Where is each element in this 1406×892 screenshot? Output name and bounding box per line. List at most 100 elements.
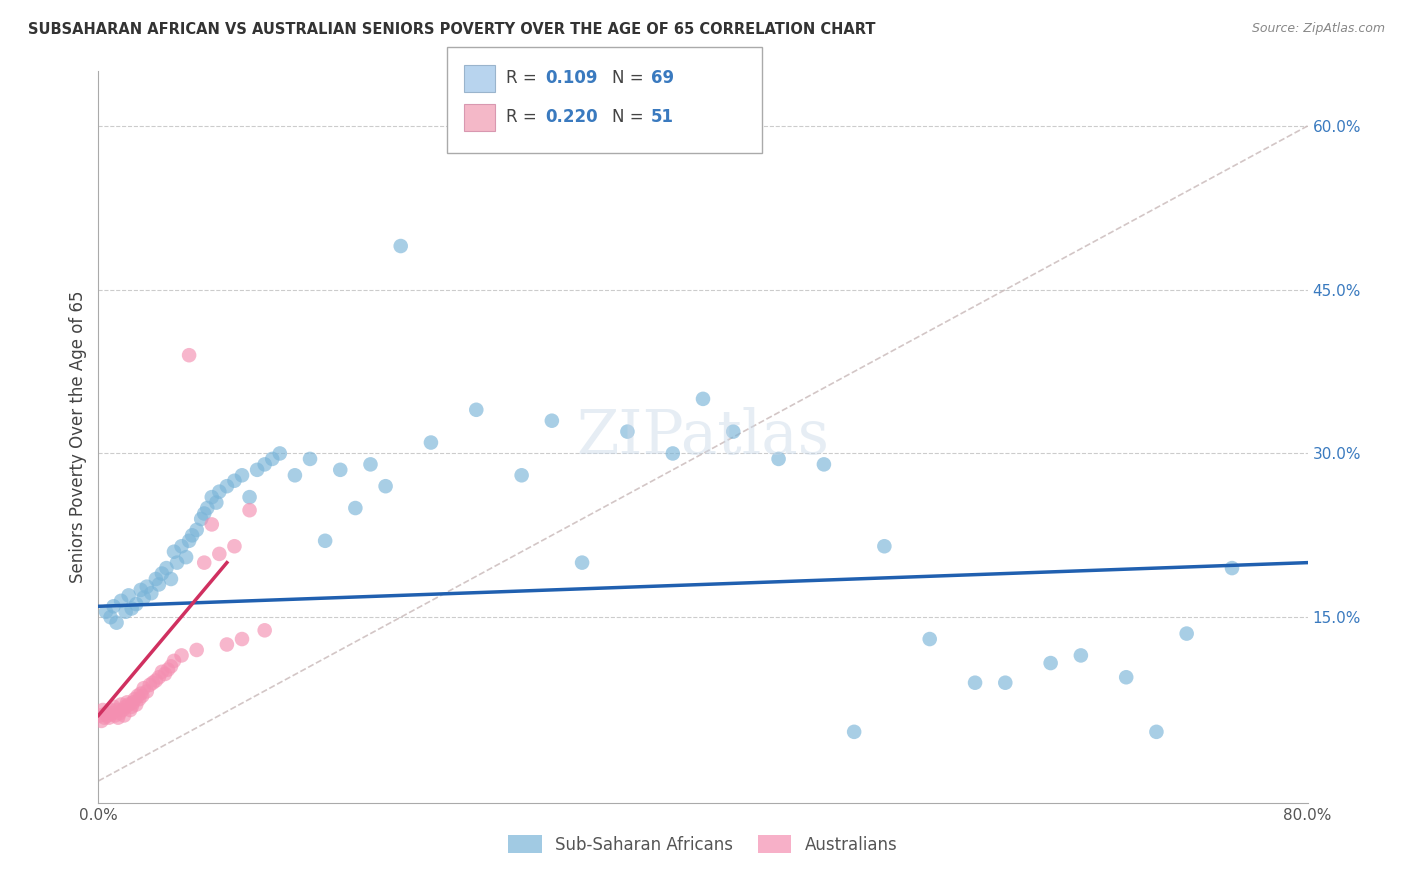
Point — [100, 703, 122, 717]
Point — [215, 638, 238, 652]
Point — [115, 695, 138, 709]
Point — [148, 670, 170, 684]
Point — [132, 681, 155, 695]
Point — [104, 708, 127, 723]
Text: 69: 69 — [651, 69, 673, 87]
Point — [150, 566, 173, 581]
Text: R =: R = — [506, 69, 543, 87]
Point — [89, 708, 111, 723]
Point — [246, 463, 269, 477]
Point — [571, 556, 593, 570]
Point — [420, 435, 443, 450]
Point — [122, 695, 145, 709]
Point — [118, 698, 141, 712]
Point — [93, 711, 115, 725]
Point — [142, 675, 165, 690]
Point — [389, 239, 412, 253]
Point — [231, 468, 253, 483]
Point — [120, 703, 142, 717]
Point — [344, 501, 367, 516]
Text: 51: 51 — [651, 108, 673, 126]
Point — [1144, 724, 1167, 739]
Point — [661, 446, 683, 460]
Point — [127, 689, 149, 703]
Point — [768, 451, 790, 466]
Point — [510, 468, 533, 483]
Point — [103, 699, 125, 714]
Point — [129, 687, 152, 701]
Point — [205, 495, 228, 509]
Point — [125, 698, 148, 712]
Point — [110, 594, 132, 608]
Point — [692, 392, 714, 406]
Point — [145, 572, 167, 586]
Point — [239, 503, 262, 517]
Point — [190, 512, 212, 526]
Point — [193, 507, 215, 521]
Point — [125, 597, 148, 611]
Point — [253, 624, 276, 638]
Point — [160, 659, 183, 673]
Text: 0.109: 0.109 — [546, 69, 598, 87]
Point — [98, 711, 121, 725]
Point — [128, 692, 150, 706]
Point — [201, 517, 224, 532]
Point — [170, 648, 193, 663]
Point — [181, 528, 204, 542]
Point — [179, 533, 201, 548]
Text: R =: R = — [506, 108, 543, 126]
Point — [166, 556, 188, 570]
Point — [105, 703, 128, 717]
Point — [108, 706, 131, 721]
Point — [262, 451, 284, 466]
Text: ZIPatlas: ZIPatlas — [576, 407, 830, 467]
Point — [163, 654, 186, 668]
Point — [215, 479, 238, 493]
Point — [160, 572, 183, 586]
Point — [114, 699, 136, 714]
Point — [139, 678, 162, 692]
Point — [155, 561, 177, 575]
Point — [844, 724, 866, 739]
Point — [329, 463, 352, 477]
Point — [90, 714, 112, 728]
Point — [131, 689, 153, 703]
Point — [170, 539, 193, 553]
Point — [465, 402, 488, 417]
Point — [616, 425, 638, 439]
Point — [314, 533, 336, 548]
Point — [129, 582, 152, 597]
Point — [121, 699, 143, 714]
Point — [91, 703, 114, 717]
Point — [111, 703, 134, 717]
Point — [124, 692, 146, 706]
Point — [208, 484, 231, 499]
Point — [360, 458, 382, 472]
Point — [186, 523, 208, 537]
Point — [1039, 656, 1062, 670]
Point — [103, 599, 125, 614]
Point — [94, 706, 117, 721]
Text: N =: N = — [612, 69, 648, 87]
Point — [239, 490, 262, 504]
Point — [153, 667, 176, 681]
Point — [112, 708, 135, 723]
Point — [193, 556, 215, 570]
Point — [163, 545, 186, 559]
Y-axis label: Seniors Poverty Over the Age of 65: Seniors Poverty Over the Age of 65 — [69, 291, 87, 583]
Point — [723, 425, 745, 439]
Point — [141, 586, 163, 600]
Point — [201, 490, 224, 504]
Point — [174, 550, 197, 565]
Point — [813, 458, 835, 472]
Point — [100, 610, 122, 624]
Point — [284, 468, 307, 483]
Point — [156, 663, 179, 677]
Point — [299, 451, 322, 466]
Point — [269, 446, 291, 460]
Point — [101, 706, 124, 721]
Point — [145, 673, 167, 688]
Point — [918, 632, 941, 646]
Text: Source: ZipAtlas.com: Source: ZipAtlas.com — [1251, 22, 1385, 36]
Point — [186, 643, 208, 657]
